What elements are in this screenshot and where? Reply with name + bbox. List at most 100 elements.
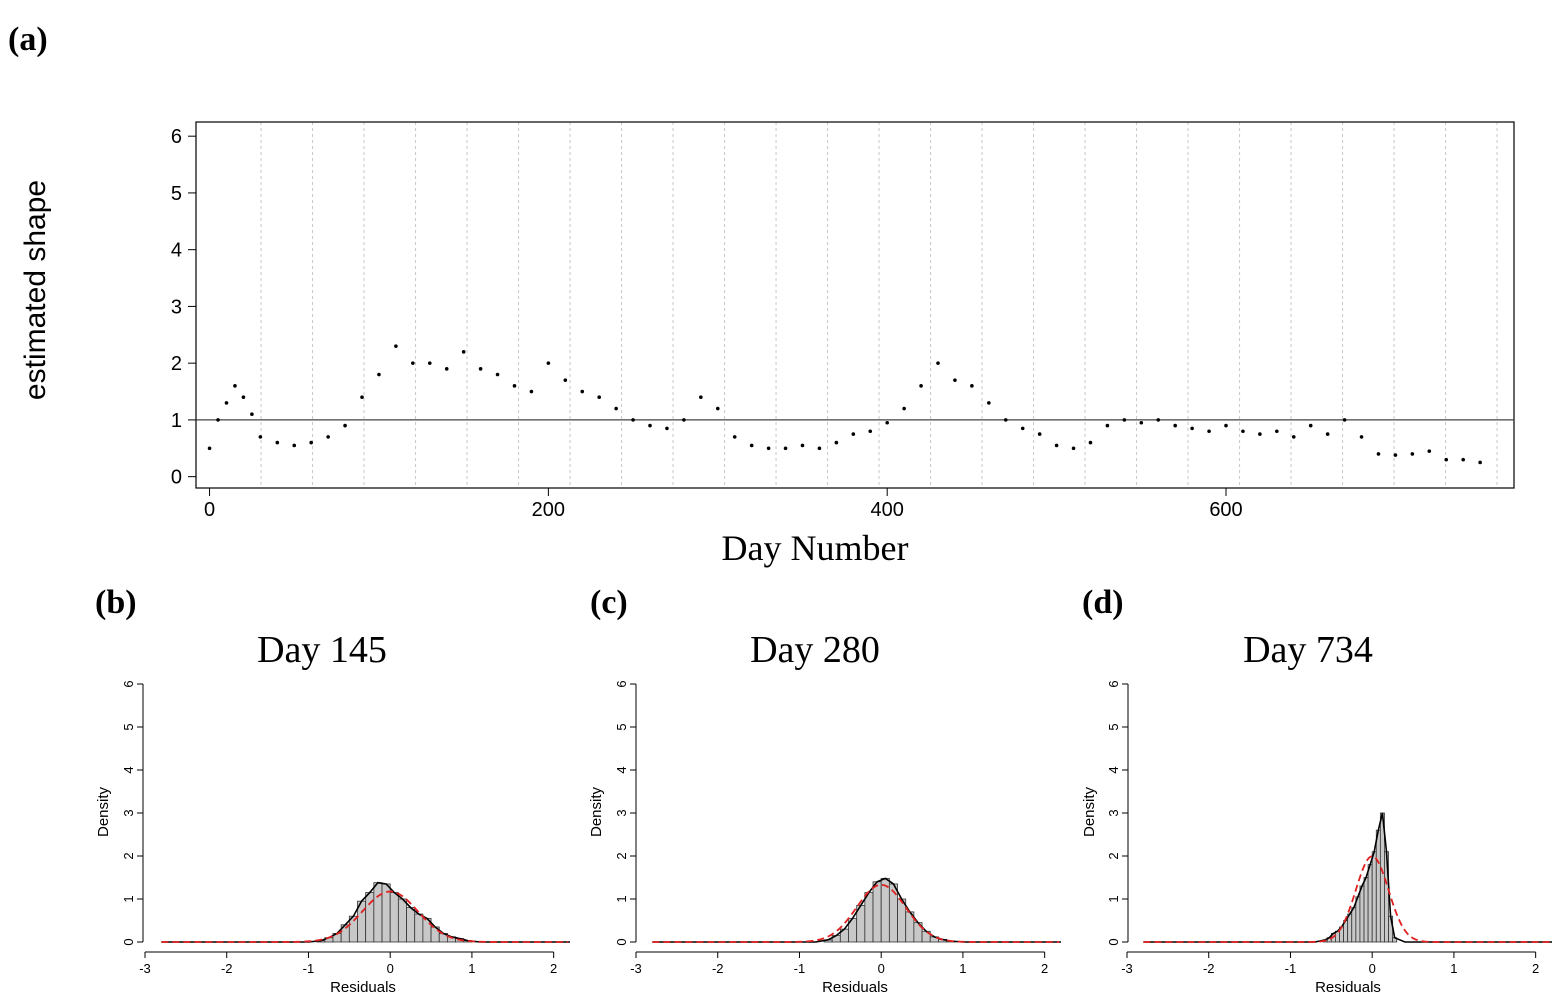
estimate-point bbox=[580, 389, 585, 394]
normal-fit-curve bbox=[652, 883, 1060, 943]
estimate-point bbox=[902, 406, 906, 411]
estimate-point bbox=[1376, 452, 1381, 456]
y-tick-label: 3 bbox=[121, 809, 136, 816]
estimate-point bbox=[1427, 449, 1432, 453]
estimate-point bbox=[529, 389, 534, 394]
estimate-point bbox=[1224, 423, 1228, 428]
y-tick-label: 5 bbox=[1106, 723, 1121, 730]
estimate-point bbox=[970, 384, 974, 388]
estimate-point bbox=[1020, 426, 1025, 431]
estimate-point bbox=[1054, 443, 1059, 448]
y-tick-label: 4 bbox=[614, 766, 629, 773]
panel-b-title: Day 145 bbox=[257, 629, 387, 671]
x-tick-label: -3 bbox=[139, 961, 151, 976]
histogram-bar bbox=[414, 913, 424, 943]
x-tick-label: 2 bbox=[1041, 961, 1048, 976]
estimate-point bbox=[868, 429, 873, 434]
density-curve bbox=[161, 881, 570, 943]
histogram-bar bbox=[1367, 864, 1373, 943]
estimate-point bbox=[1258, 432, 1262, 436]
main-y-tick-label: 5 bbox=[171, 183, 182, 205]
main-plot-frame bbox=[195, 121, 1515, 489]
estimate-point bbox=[292, 443, 297, 448]
estimate-point bbox=[834, 440, 839, 445]
x-tick-label: 0 bbox=[878, 961, 885, 976]
y-tick-label: 4 bbox=[121, 766, 136, 773]
histogram-bar bbox=[406, 907, 416, 943]
estimate-point bbox=[817, 446, 822, 451]
estimate-point bbox=[800, 443, 805, 448]
estimate-point bbox=[309, 440, 313, 445]
estimate-point bbox=[1325, 432, 1330, 436]
estimate-point bbox=[631, 418, 635, 422]
estimate-point bbox=[1410, 452, 1415, 456]
estimate-point bbox=[224, 401, 229, 405]
estimate-point bbox=[1342, 418, 1347, 422]
estimate-point bbox=[715, 406, 720, 411]
y-tick-label: 3 bbox=[614, 809, 629, 816]
density-curve bbox=[1143, 812, 1552, 943]
estimate-point bbox=[250, 412, 254, 417]
estimate-point bbox=[216, 418, 220, 422]
histogram-bar bbox=[1371, 851, 1377, 943]
estimate-point bbox=[495, 372, 500, 377]
estimate-point bbox=[732, 435, 737, 439]
estimate-point bbox=[1037, 432, 1042, 436]
normal-fit-curve bbox=[161, 890, 569, 943]
x-tick-label: -3 bbox=[1121, 961, 1133, 976]
y-tick-label: 6 bbox=[121, 680, 136, 687]
estimate-point bbox=[885, 420, 889, 425]
estimate-point bbox=[275, 440, 280, 445]
estimate-point bbox=[1105, 423, 1110, 428]
estimate-point bbox=[394, 344, 398, 348]
main-y-tick-label: 0 bbox=[171, 467, 182, 489]
histogram-bar bbox=[864, 892, 874, 943]
estimate-point bbox=[953, 378, 957, 382]
x-tick-label: -1 bbox=[303, 961, 315, 976]
histogram-bar bbox=[1355, 896, 1361, 943]
estimate-point bbox=[427, 361, 432, 365]
estimate-point bbox=[207, 446, 212, 451]
histogram-bar bbox=[381, 883, 391, 943]
main-vertical-gridlines bbox=[260, 122, 1498, 488]
panel-label-b: (b) bbox=[95, 584, 137, 621]
y-tick-label: 4 bbox=[1106, 766, 1121, 773]
estimate-point bbox=[512, 384, 517, 388]
x-tick-label: -3 bbox=[630, 961, 642, 976]
x-tick-label: -1 bbox=[794, 961, 806, 976]
estimate-point bbox=[478, 367, 483, 371]
estimate-point bbox=[326, 435, 330, 439]
estimate-point bbox=[851, 432, 856, 436]
estimate-point bbox=[699, 395, 703, 400]
x-tick-label: 1 bbox=[1450, 961, 1457, 976]
histogram-bar bbox=[897, 898, 907, 943]
estimate-point bbox=[241, 395, 246, 400]
histogram-bar bbox=[1375, 829, 1381, 943]
panel-c-x-axis-label: Residuals bbox=[822, 979, 888, 996]
panel-c-title: Day 280 bbox=[750, 629, 880, 671]
estimate-point bbox=[1444, 457, 1449, 462]
panel-label-a: (a) bbox=[8, 21, 48, 58]
y-tick-label: 6 bbox=[1106, 680, 1121, 687]
histogram-day-734: Day 734 Residuals Density -3 -2 -1 0 1 2 0 1 2 3 4… bbox=[1081, 629, 1552, 996]
x-tick-label: 1 bbox=[959, 961, 966, 976]
main-x-tick-label: 600 bbox=[1209, 499, 1242, 521]
estimate-point bbox=[783, 446, 788, 451]
estimate-point bbox=[665, 426, 669, 431]
histogram-day-280: Day 280 Residuals Density -3 -2 -1 0 1 2 0 1 2 3 4… bbox=[588, 629, 1061, 996]
estimate-point bbox=[1207, 429, 1211, 434]
x-tick-label: -2 bbox=[221, 961, 233, 976]
panel-d-x-axis-label: Residuals bbox=[1315, 979, 1381, 996]
estimate-point bbox=[1275, 429, 1279, 434]
y-tick-label: 0 bbox=[614, 938, 629, 945]
panel-c-y-axis-label: Density bbox=[588, 786, 605, 837]
estimate-point bbox=[360, 395, 364, 400]
main-y-tick-label: 4 bbox=[171, 240, 182, 262]
estimate-point bbox=[1308, 423, 1313, 428]
y-tick-label: 5 bbox=[614, 723, 629, 730]
estimate-point bbox=[919, 384, 923, 388]
estimate-point bbox=[411, 361, 415, 365]
estimate-point bbox=[614, 406, 618, 411]
histogram-bar bbox=[1347, 913, 1353, 943]
main-series-group bbox=[207, 344, 1482, 465]
